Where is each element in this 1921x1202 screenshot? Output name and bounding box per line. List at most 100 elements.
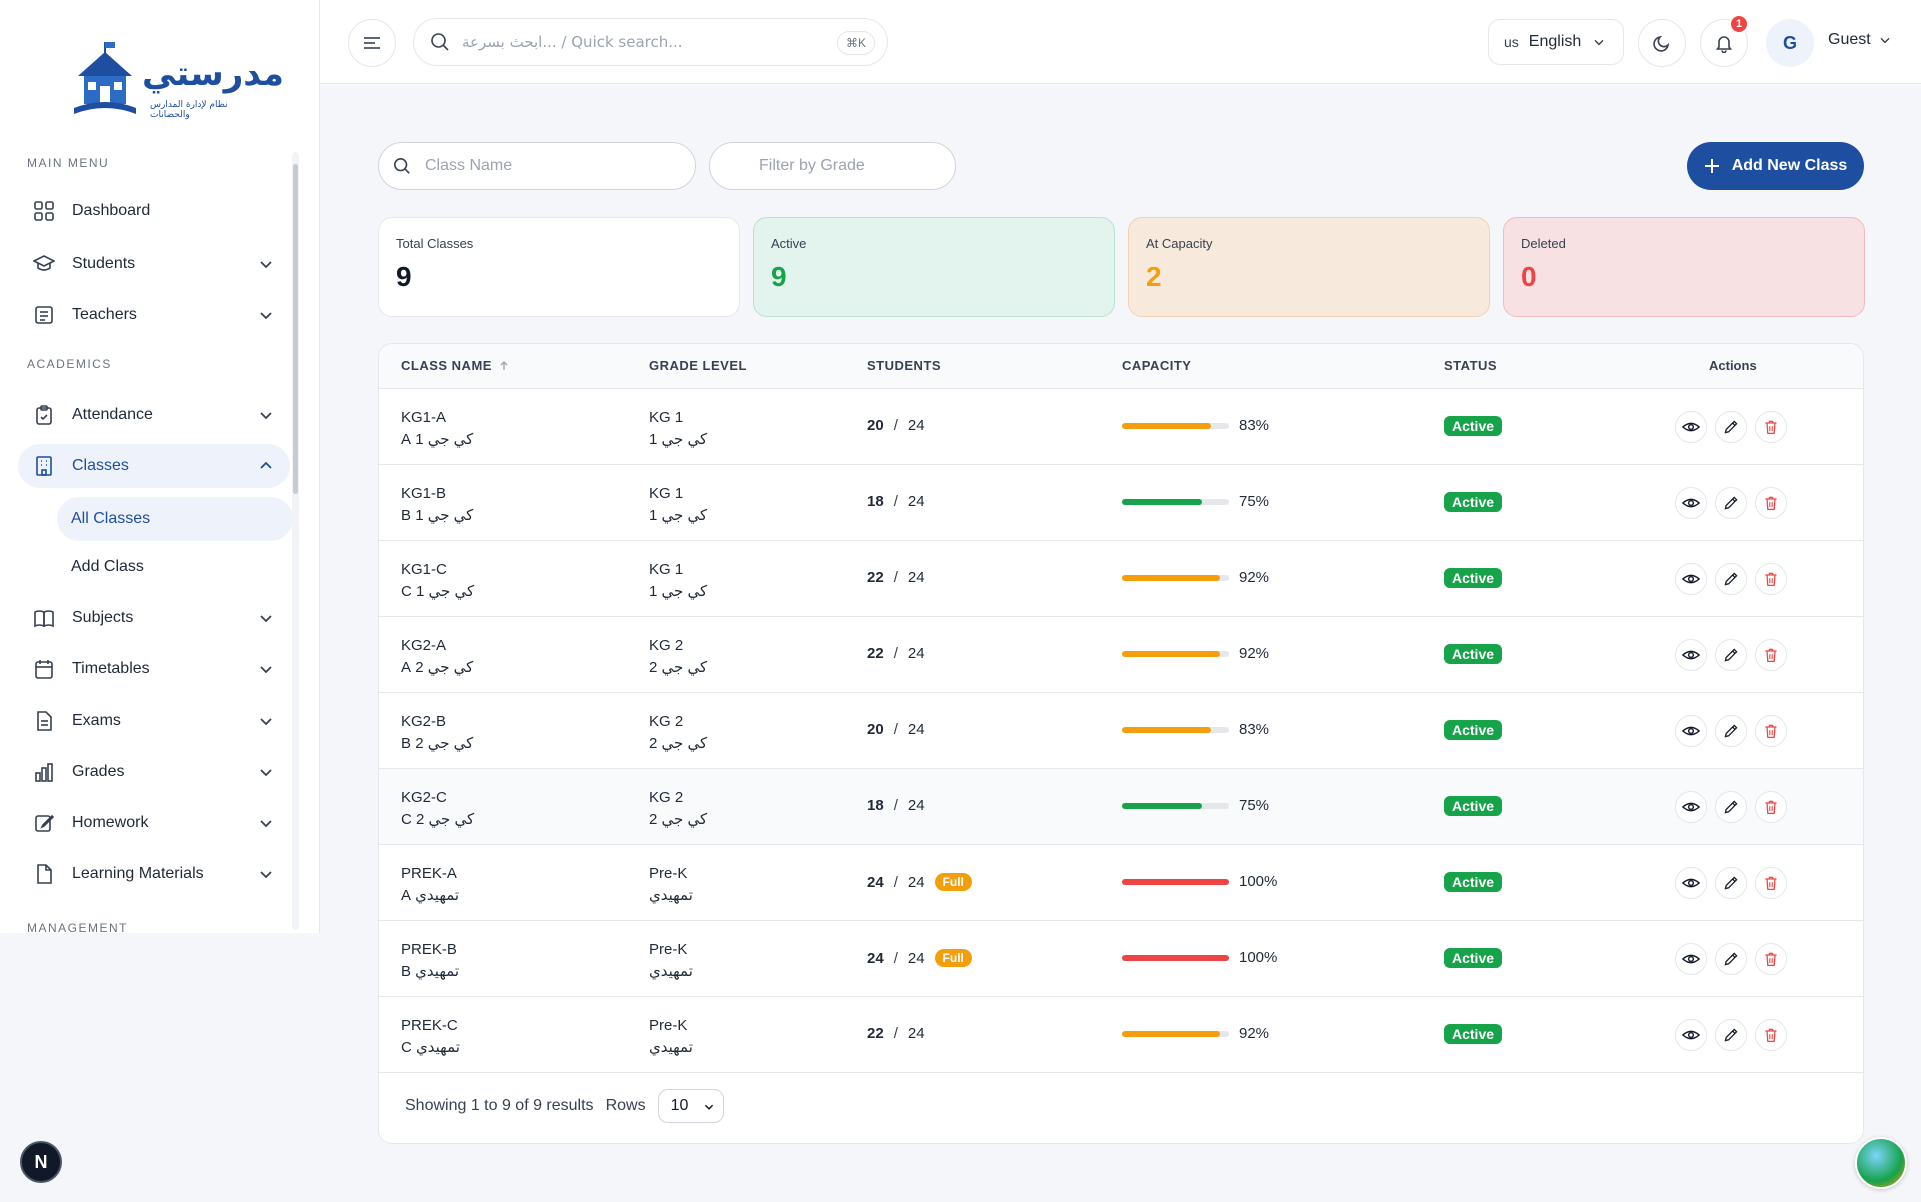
- grade-level-ar: تمهيدي: [649, 1039, 693, 1056]
- delete-button[interactable]: [1755, 715, 1787, 747]
- stat-card-total: Total Classes 9: [378, 217, 740, 317]
- clipboard-check-icon: [32, 403, 56, 427]
- sidebar-item-label: Grades: [72, 763, 125, 780]
- sidebar-item-homework[interactable]: Homework: [18, 801, 290, 845]
- sidebar-item-learning-materials[interactable]: Learning Materials: [18, 852, 290, 896]
- sidebar-item-students[interactable]: Students: [18, 242, 290, 286]
- capacity-cell: 100%: [1122, 949, 1277, 966]
- view-button[interactable]: [1675, 639, 1707, 671]
- edit-button[interactable]: [1715, 563, 1747, 595]
- section-main-menu: MAIN MENU: [27, 156, 110, 170]
- header-class-name[interactable]: CLASS NAME: [401, 358, 510, 373]
- pencil-icon: [1724, 724, 1738, 738]
- delete-button[interactable]: [1755, 791, 1787, 823]
- notifications-button[interactable]: 1: [1700, 14, 1749, 67]
- grade-cell: KG 1 كي جي 1: [649, 483, 707, 527]
- user-menu[interactable]: Guest: [1828, 31, 1893, 49]
- table-row[interactable]: KG2-A كي جي 2 A KG 2 كي جي 2 22 / 24 92%…: [379, 617, 1863, 693]
- sidebar-item-classes[interactable]: Classes: [18, 444, 290, 488]
- view-button[interactable]: [1675, 411, 1707, 443]
- table-row[interactable]: PREK-C تمهيدي C Pre-K تمهيدي 22 / 24 92%…: [379, 997, 1863, 1073]
- table-row[interactable]: PREK-A تمهيدي A Pre-K تمهيدي 24 / 24 Ful…: [379, 845, 1863, 921]
- students-cell: 18 / 24: [867, 797, 925, 814]
- sidebar-item-subjects[interactable]: Subjects: [18, 596, 290, 640]
- table-row[interactable]: KG1-A كي جي 1 A KG 1 كي جي 1 20 / 24 83%…: [379, 389, 1863, 465]
- header-status[interactable]: STATUS: [1444, 358, 1498, 373]
- sidebar-item-attendance[interactable]: Attendance: [18, 393, 290, 437]
- dev-tools-badge[interactable]: N: [20, 1141, 62, 1183]
- sidebar-item-label: Attendance: [72, 406, 153, 423]
- edit-button[interactable]: [1715, 1019, 1747, 1051]
- grade-filter-select[interactable]: Filter by Grade: [709, 142, 956, 190]
- delete-button[interactable]: [1755, 639, 1787, 671]
- capacity-bar: [1122, 802, 1229, 809]
- theme-toggle-button[interactable]: [1638, 19, 1686, 67]
- view-button[interactable]: [1675, 791, 1707, 823]
- header-grade-level[interactable]: GRADE LEVEL: [649, 358, 747, 373]
- class-name-filter-input[interactable]: Class Name: [378, 142, 696, 190]
- rows-per-page-select[interactable]: 10: [657, 1089, 724, 1123]
- sidebar-subitem-all-classes[interactable]: All Classes: [57, 497, 293, 541]
- eye-icon: [1682, 650, 1700, 660]
- status-badge: Active: [1444, 796, 1503, 816]
- scrollbar-thumb[interactable]: [293, 164, 298, 494]
- edit-button[interactable]: [1715, 867, 1747, 899]
- sidebar-item-grades[interactable]: Grades: [18, 750, 290, 794]
- student-count: 20: [867, 417, 884, 434]
- view-button[interactable]: [1675, 943, 1707, 975]
- class-name-cell: KG2-A كي جي 2 A: [401, 635, 473, 679]
- table-body: KG1-A كي جي 1 A KG 1 كي جي 1 20 / 24 83%…: [379, 389, 1863, 1073]
- delete-button[interactable]: [1755, 867, 1787, 899]
- grade-cell: KG 2 كي جي 2: [649, 635, 707, 679]
- sidebar-scrollbar[interactable]: [292, 152, 299, 930]
- delete-button[interactable]: [1755, 563, 1787, 595]
- avatar[interactable]: G: [1766, 19, 1814, 67]
- table-row[interactable]: PREK-B تمهيدي B Pre-K تمهيدي 24 / 24 Ful…: [379, 921, 1863, 997]
- header-capacity[interactable]: CAPACITY: [1122, 358, 1192, 373]
- delete-button[interactable]: [1755, 1019, 1787, 1051]
- language-selector[interactable]: us English: [1488, 19, 1624, 65]
- max-capacity: 24: [907, 493, 925, 510]
- add-new-class-button[interactable]: Add New Class: [1687, 142, 1864, 190]
- header-students[interactable]: STUDENTS: [867, 358, 942, 373]
- sidebar-item-dashboard[interactable]: Dashboard: [18, 189, 290, 233]
- edit-button[interactable]: [1715, 487, 1747, 519]
- graduation-cap-icon: [32, 252, 56, 276]
- capacity-bar-fill: [1122, 498, 1203, 505]
- menu-icon: [364, 37, 380, 49]
- capacity-cell: 92%: [1122, 569, 1269, 586]
- edit-button[interactable]: [1715, 639, 1747, 671]
- view-button[interactable]: [1675, 867, 1707, 899]
- view-button[interactable]: [1675, 563, 1707, 595]
- table-row[interactable]: KG2-B كي جي 2 B KG 2 كي جي 2 20 / 24 83%…: [379, 693, 1863, 769]
- view-button[interactable]: [1675, 715, 1707, 747]
- file-icon: [32, 862, 56, 886]
- menu-toggle-button[interactable]: [348, 19, 396, 67]
- sidebar-item-timetables[interactable]: Timetables: [18, 647, 290, 691]
- view-button[interactable]: [1675, 487, 1707, 519]
- table-row[interactable]: KG2-C كي جي 2 C KG 2 كي جي 2 18 / 24 75%…: [379, 769, 1863, 845]
- table-row[interactable]: KG1-B كي جي 1 B KG 1 كي جي 1 18 / 24 75%…: [379, 465, 1863, 541]
- chevron-down-icon: [260, 261, 272, 269]
- delete-button[interactable]: [1755, 487, 1787, 519]
- sidebar-item-exams[interactable]: Exams: [18, 699, 290, 743]
- edit-button[interactable]: [1715, 791, 1747, 823]
- edit-button[interactable]: [1715, 411, 1747, 443]
- delete-button[interactable]: [1755, 943, 1787, 975]
- quick-search-input[interactable]: ابحث بسرعة... / Quick search... ⌘K: [413, 18, 888, 66]
- capacity-bar: [1122, 422, 1229, 429]
- edit-button[interactable]: [1715, 943, 1747, 975]
- students-cell: 20 / 24: [867, 721, 925, 738]
- max-capacity: 24: [907, 645, 925, 662]
- edit-button[interactable]: [1715, 715, 1747, 747]
- delete-button[interactable]: [1755, 411, 1787, 443]
- sidebar-item-teachers[interactable]: Teachers: [18, 293, 290, 337]
- search-shortcut: ⌘K: [836, 31, 875, 55]
- pencil-icon: [1724, 1028, 1738, 1042]
- sidebar-subitem-add-class[interactable]: Add Class: [71, 558, 144, 575]
- table-row[interactable]: KG1-C كي جي 1 C KG 1 كي جي 1 22 / 24 92%…: [379, 541, 1863, 617]
- class-name-ar: تمهيدي C: [401, 1039, 460, 1056]
- view-button[interactable]: [1675, 1019, 1707, 1051]
- brand-logo[interactable]: مدرستي نظام لإدارة المدارس والحضانات: [70, 36, 284, 124]
- assistant-avatar-icon[interactable]: [1855, 1137, 1907, 1189]
